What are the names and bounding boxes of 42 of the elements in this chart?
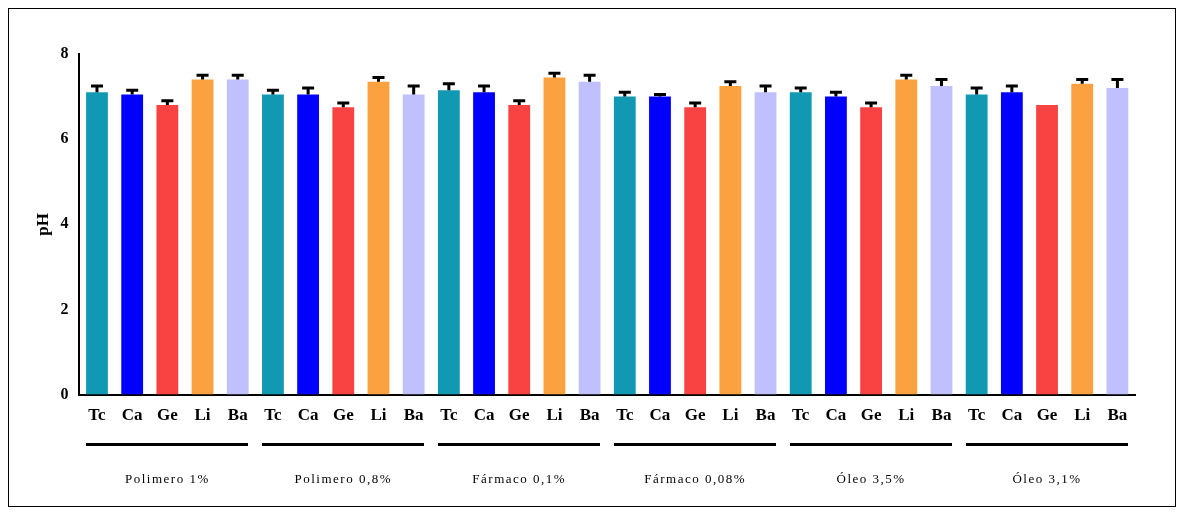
text: Óleo 3,1% bbox=[1011, 471, 1083, 487]
x-tick-label: Ba bbox=[579, 405, 601, 425]
x-tick-label: Li bbox=[898, 405, 915, 425]
x-tick-label: Li bbox=[194, 405, 211, 425]
x-tick-label: Tc bbox=[616, 405, 634, 425]
x-tick-label: Ge bbox=[332, 405, 355, 425]
text: Óleo 3,5% bbox=[835, 471, 907, 487]
y-axis-title: pH bbox=[32, 212, 52, 236]
x-tick-label: Tc bbox=[792, 405, 810, 425]
text: Polimero 0,8% bbox=[293, 471, 394, 487]
x-tick-label: Ba bbox=[931, 405, 952, 425]
x-tick-label: Tc bbox=[264, 405, 283, 425]
y-tick-label: 2 bbox=[60, 299, 69, 317]
x-tick-label: Ca bbox=[121, 405, 144, 425]
x-tick-label: Li bbox=[546, 405, 563, 425]
x-tick-label: Li bbox=[722, 405, 739, 425]
x-tick-label: Ba bbox=[1107, 405, 1128, 425]
x-tick-label: Ca bbox=[1001, 405, 1023, 425]
x-tick-label: Ca bbox=[297, 405, 319, 425]
x-tick-label: Ge bbox=[508, 405, 531, 425]
y-tick-label: 6 bbox=[60, 129, 69, 147]
x-tick-label: Tc bbox=[440, 405, 458, 425]
x-tick-label: Ba bbox=[403, 405, 425, 425]
y-tick-label: 8 bbox=[60, 44, 69, 62]
x-tick-label: Ge bbox=[1036, 405, 1058, 425]
x-tick-label: Ca bbox=[825, 405, 847, 425]
x-tick-label: Li bbox=[1074, 405, 1091, 425]
x-tick-label: Ca bbox=[473, 405, 495, 425]
y-tick-label: 0 bbox=[60, 384, 69, 402]
x-tick-label: Ge bbox=[156, 405, 179, 425]
x-tick-label: Li bbox=[370, 405, 387, 425]
text: Fármaco 0,08% bbox=[643, 471, 748, 487]
x-tick-label: Ba bbox=[755, 405, 776, 425]
x-tick-label: Ge bbox=[684, 405, 706, 425]
text: Fármaco 0,1% bbox=[471, 471, 568, 487]
x-tick-label: Tc bbox=[88, 405, 107, 425]
x-tick-label: Ba bbox=[227, 405, 249, 425]
x-tick-label: Ca bbox=[649, 405, 671, 425]
text: Polimero 1% bbox=[123, 471, 211, 487]
x-tick-label: Ge bbox=[860, 405, 882, 425]
x-tick-label: Tc bbox=[968, 405, 986, 425]
y-tick-label: 4 bbox=[60, 214, 69, 232]
